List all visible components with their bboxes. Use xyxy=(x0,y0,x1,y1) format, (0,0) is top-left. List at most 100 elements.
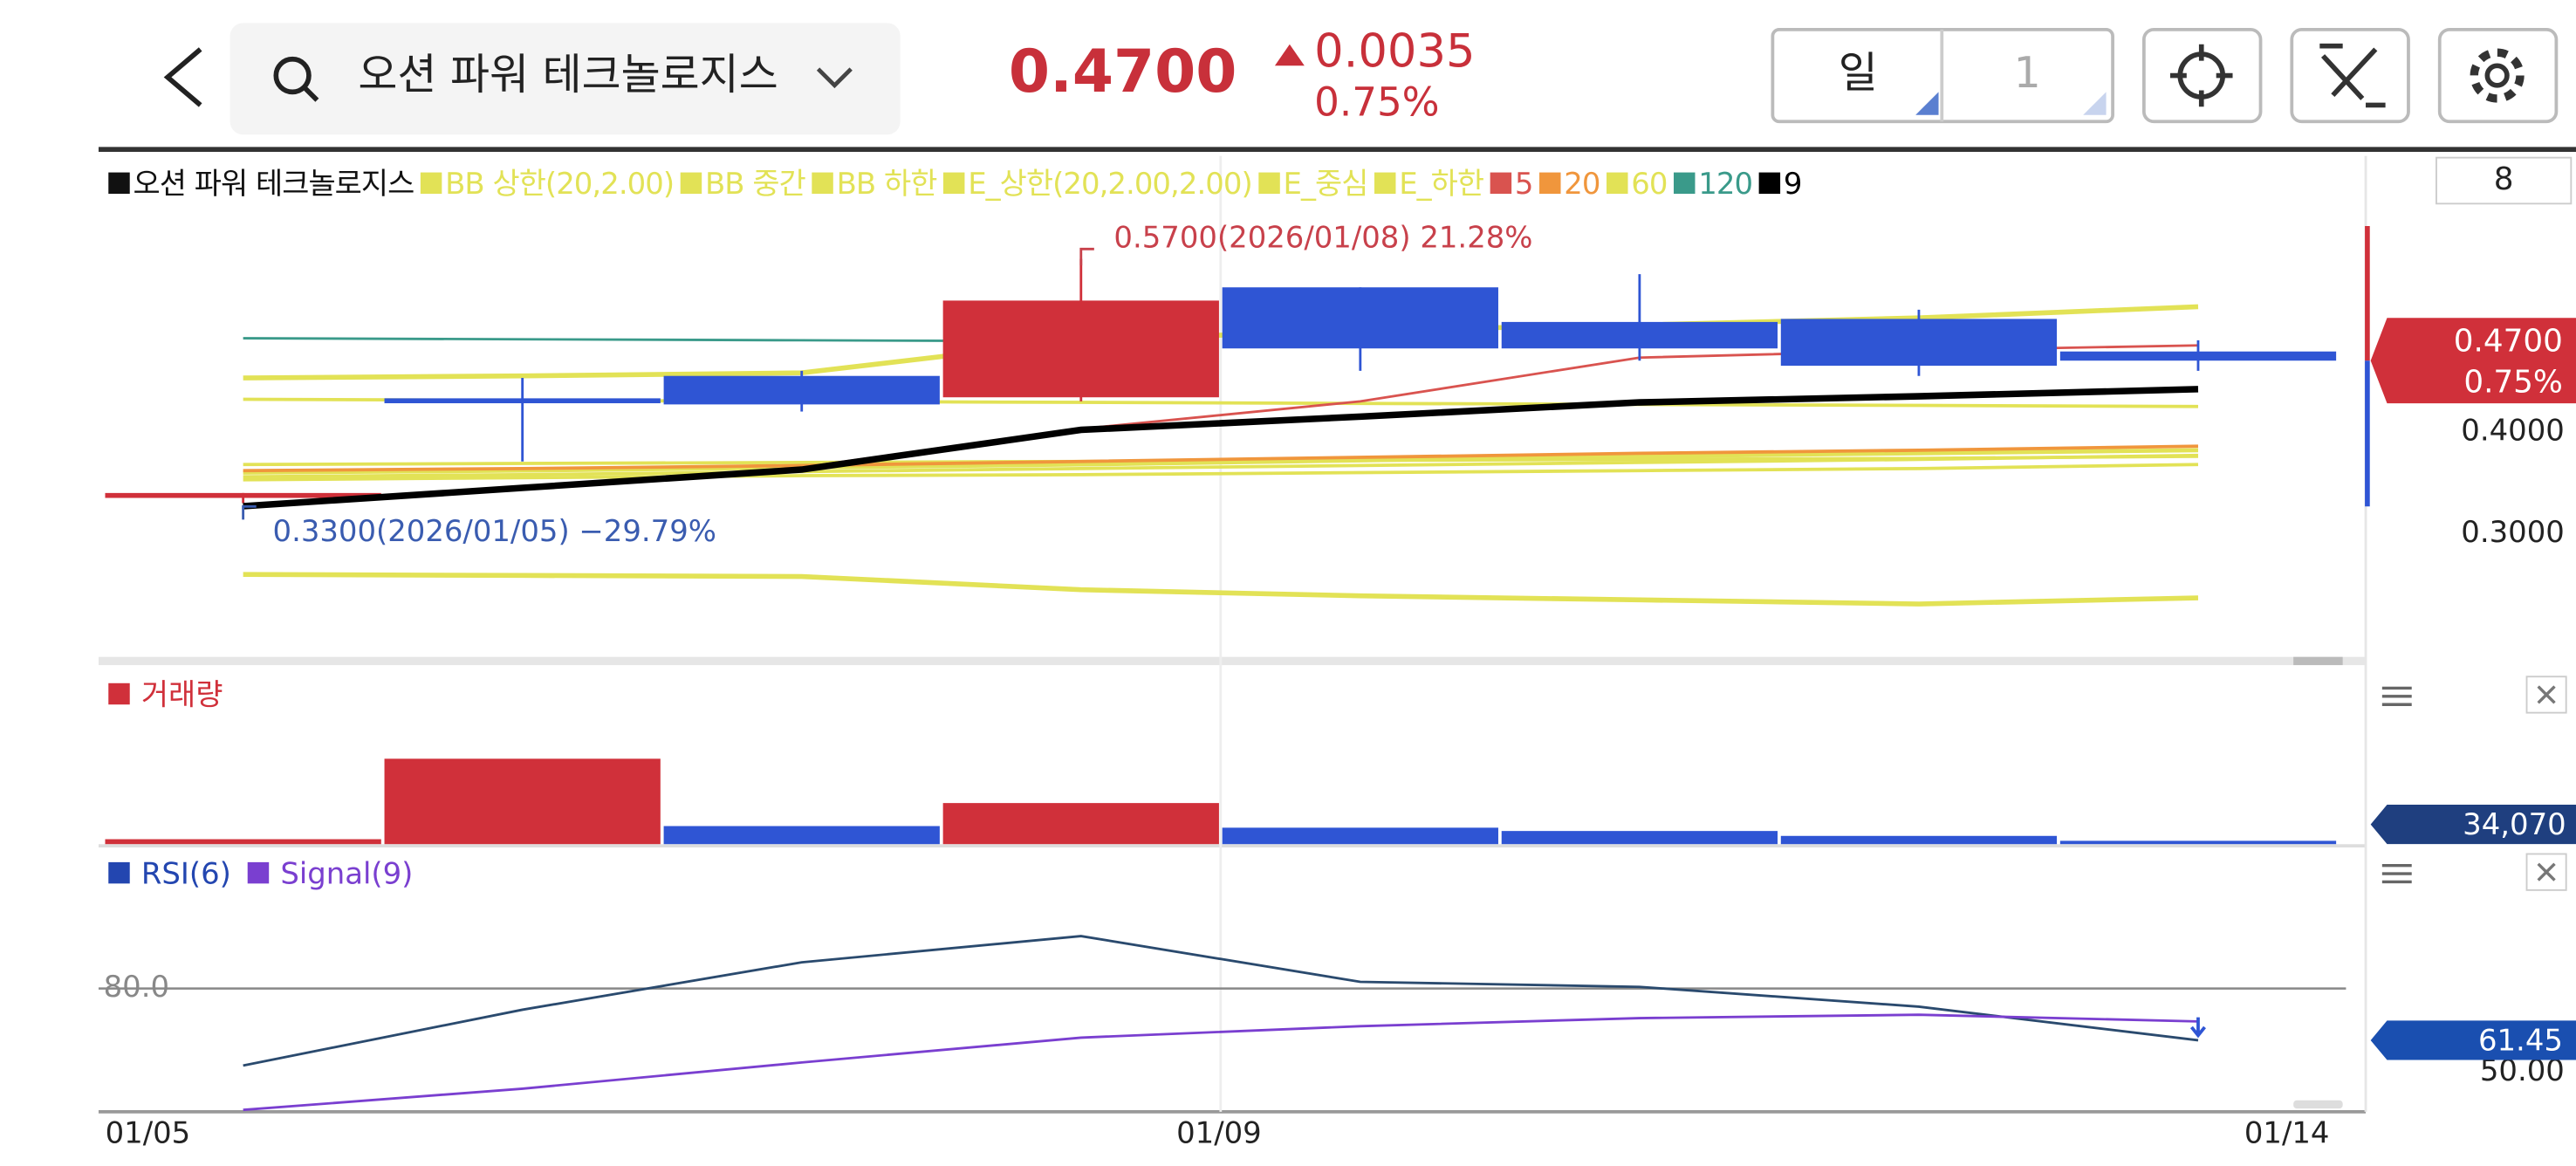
legend-swatch xyxy=(812,172,833,195)
price-label-box xyxy=(2370,318,2576,404)
rsi-label: 61.45 xyxy=(2478,1023,2563,1057)
legend-swatch xyxy=(680,172,702,195)
period[interactable]: 일 xyxy=(1839,48,1878,98)
search-icon xyxy=(302,85,319,102)
gear-icon xyxy=(2484,63,2510,88)
volume-label: 34,070 xyxy=(2463,807,2566,841)
legend-label: 9 xyxy=(1784,167,1802,201)
volume-bar xyxy=(2059,840,2337,845)
legend-swatch xyxy=(108,861,130,884)
top-box-label: 8 xyxy=(2494,161,2514,197)
menu-icon[interactable] xyxy=(2381,686,2412,884)
overlay-line xyxy=(243,463,2199,482)
candle-body xyxy=(942,300,1219,398)
overlay-line xyxy=(243,444,2199,473)
change-pct: 0.75% xyxy=(1314,79,1439,125)
legend-swatch xyxy=(1539,172,1561,195)
legend-swatch xyxy=(1490,172,1512,195)
volume-bar xyxy=(942,803,1219,845)
legend-label: E_상한(20,2.00,2.00) xyxy=(968,167,1252,201)
volume-bar xyxy=(1501,831,1778,845)
legend-swatch xyxy=(942,172,965,195)
x-tick-label: 01/14 xyxy=(2244,1116,2330,1150)
close-icon xyxy=(2537,685,2556,704)
candle-body xyxy=(1501,321,1778,349)
legend-swatch xyxy=(1374,172,1396,195)
signal-arrow xyxy=(2189,1017,2206,1039)
legend-label: 오션 파워 테크놀로지스 xyxy=(133,167,414,201)
legend-swatch xyxy=(1674,172,1696,195)
legend-swatch xyxy=(108,172,130,195)
candle-body xyxy=(105,492,381,498)
rsi-line xyxy=(243,935,2199,1067)
y-tick-label: 0.4000 xyxy=(2461,413,2565,447)
dropdown-icon[interactable] xyxy=(816,67,853,89)
period-count[interactable]: 1 xyxy=(2014,48,2041,98)
up-arrow xyxy=(1274,44,1305,66)
candle-body xyxy=(1222,287,1498,349)
annotation: 0.3300(2026/01/05) −29.79% xyxy=(273,514,716,548)
annotation: 0.5700(2026/01/08) 21.28% xyxy=(1113,221,1532,255)
legend-label: BB 하한 xyxy=(837,167,937,201)
annotation-arrow xyxy=(242,504,257,520)
candle-body xyxy=(1780,319,2058,367)
overlay-line xyxy=(243,337,1081,343)
legend-label: BB 중간 xyxy=(705,167,805,201)
rsi-label-box xyxy=(2370,1020,2576,1060)
legend-swatch xyxy=(1258,172,1280,195)
volume-bar xyxy=(105,839,381,845)
search-text: 오션 파워 테크놀로지스 xyxy=(358,50,778,99)
overlay-line xyxy=(243,572,2199,607)
rsi-line xyxy=(243,1013,2199,1112)
panel-divider xyxy=(98,656,2367,666)
candle-body xyxy=(663,375,940,405)
legend-swatch xyxy=(247,861,270,884)
x-tick-label: 01/09 xyxy=(1176,1116,1262,1150)
price-label-pct: 0.75% xyxy=(2463,365,2563,401)
search-icon xyxy=(273,56,312,95)
draw-icon xyxy=(2319,43,2386,108)
legend-swatch xyxy=(108,682,130,705)
legend-swatch xyxy=(1758,172,1781,195)
price: 0.4700 xyxy=(1009,37,1237,106)
gear-icon xyxy=(2470,48,2525,103)
legend-label: 5 xyxy=(1515,167,1533,201)
volume-bar xyxy=(384,758,661,845)
search-box[interactable] xyxy=(230,23,901,135)
back-button[interactable] xyxy=(163,47,202,107)
legend-swatch xyxy=(1607,172,1628,195)
legend-label: 20 xyxy=(1564,167,1600,201)
scroll-handle[interactable] xyxy=(2293,656,2343,666)
top-box[interactable] xyxy=(2436,156,2573,205)
price-label: 0.4700 xyxy=(2454,324,2563,360)
close-icon xyxy=(2537,862,2556,881)
overlay-line xyxy=(243,453,2199,479)
crosshair-button[interactable] xyxy=(2141,27,2263,124)
legend-label: E_중심 xyxy=(1284,167,1368,201)
y-tick-label: 0.3000 xyxy=(2461,515,2565,549)
candle-body xyxy=(384,398,661,404)
corner xyxy=(2083,92,2107,115)
volume-bar xyxy=(1780,835,2058,845)
volume-bar xyxy=(663,826,940,845)
x-tick-label: 01/05 xyxy=(106,1116,191,1150)
panel-icons xyxy=(2381,676,2567,891)
legend-label: 거래량 xyxy=(141,677,223,711)
settings-button[interactable] xyxy=(2437,27,2559,124)
overlay-line xyxy=(243,386,2199,510)
annotation-arrow xyxy=(1079,247,1094,266)
volume-label-box xyxy=(2370,805,2576,845)
y-tick-label: 80.0 xyxy=(104,970,169,1004)
corner xyxy=(1915,92,1939,115)
legend-label: 120 xyxy=(1698,167,1752,201)
volume-bar xyxy=(1222,827,1498,845)
candle-body xyxy=(2059,351,2337,361)
crosshair-icon xyxy=(2169,44,2233,107)
legend-swatch xyxy=(420,172,442,195)
legend-label: RSI(6) xyxy=(141,856,231,890)
scroll-handle[interactable] xyxy=(2293,1100,2343,1109)
change: 0.0035 xyxy=(1314,25,1475,79)
legend-label: Signal(9) xyxy=(280,856,413,890)
